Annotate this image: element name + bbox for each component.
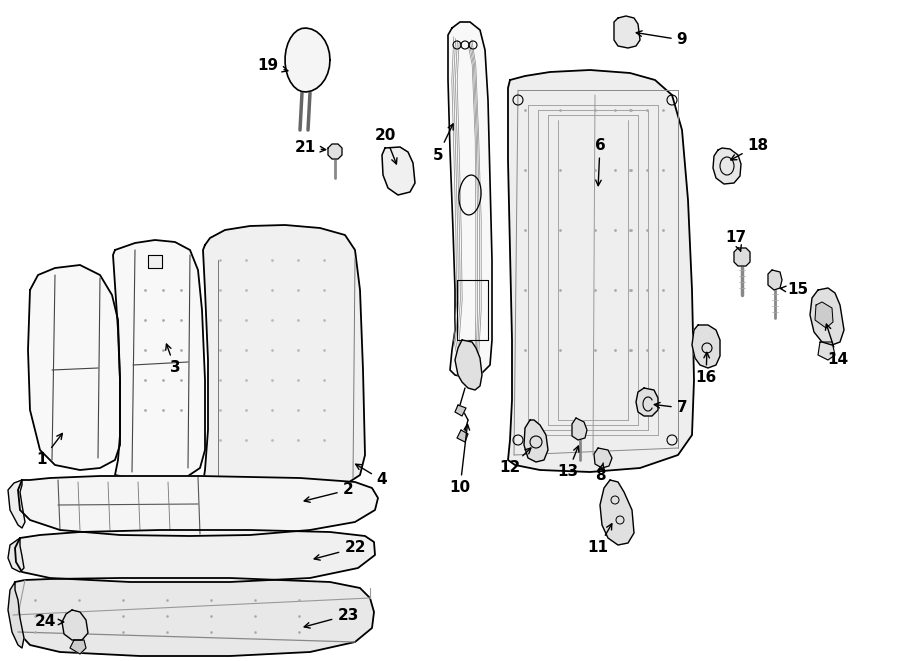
Polygon shape xyxy=(692,325,720,368)
Text: 19: 19 xyxy=(257,58,288,73)
Polygon shape xyxy=(8,538,24,572)
Polygon shape xyxy=(18,476,378,536)
Text: 14: 14 xyxy=(825,324,849,368)
Polygon shape xyxy=(28,265,120,470)
Text: 4: 4 xyxy=(356,464,387,488)
Polygon shape xyxy=(70,640,86,654)
Text: 9: 9 xyxy=(636,31,688,48)
Text: 21: 21 xyxy=(294,141,326,155)
Polygon shape xyxy=(713,148,741,184)
Text: 22: 22 xyxy=(314,541,365,560)
Polygon shape xyxy=(524,420,548,462)
Text: 11: 11 xyxy=(588,524,612,555)
Text: 18: 18 xyxy=(731,137,769,160)
Text: 12: 12 xyxy=(500,448,531,475)
Polygon shape xyxy=(202,225,365,495)
Polygon shape xyxy=(148,255,162,268)
Text: 7: 7 xyxy=(654,401,688,416)
Polygon shape xyxy=(8,582,24,648)
Text: 16: 16 xyxy=(696,352,716,385)
Polygon shape xyxy=(768,270,782,290)
Polygon shape xyxy=(600,480,634,545)
Polygon shape xyxy=(285,28,330,92)
Text: 2: 2 xyxy=(304,483,354,502)
Text: 1: 1 xyxy=(37,434,62,467)
Polygon shape xyxy=(636,388,658,416)
Text: 8: 8 xyxy=(595,463,606,483)
Text: 10: 10 xyxy=(449,424,471,496)
Polygon shape xyxy=(614,16,640,48)
Polygon shape xyxy=(15,530,375,582)
Text: 6: 6 xyxy=(595,137,606,186)
Polygon shape xyxy=(594,448,612,468)
Polygon shape xyxy=(12,578,374,656)
Polygon shape xyxy=(328,144,342,159)
Polygon shape xyxy=(455,405,466,416)
Text: 3: 3 xyxy=(166,344,180,375)
Polygon shape xyxy=(572,418,587,440)
Polygon shape xyxy=(815,302,833,328)
Text: 24: 24 xyxy=(34,615,64,629)
Polygon shape xyxy=(62,610,88,640)
Text: 5: 5 xyxy=(433,124,454,163)
Text: 13: 13 xyxy=(557,446,579,479)
Polygon shape xyxy=(448,22,492,378)
Polygon shape xyxy=(508,70,694,472)
Polygon shape xyxy=(457,430,468,442)
Polygon shape xyxy=(113,240,205,480)
Polygon shape xyxy=(8,480,25,528)
Text: 15: 15 xyxy=(780,282,808,297)
Polygon shape xyxy=(382,147,415,195)
Text: 23: 23 xyxy=(304,607,359,628)
Polygon shape xyxy=(734,248,750,266)
Polygon shape xyxy=(455,340,482,390)
Polygon shape xyxy=(818,342,835,360)
Text: 20: 20 xyxy=(374,128,397,164)
Text: 17: 17 xyxy=(725,231,747,251)
Polygon shape xyxy=(810,288,844,345)
